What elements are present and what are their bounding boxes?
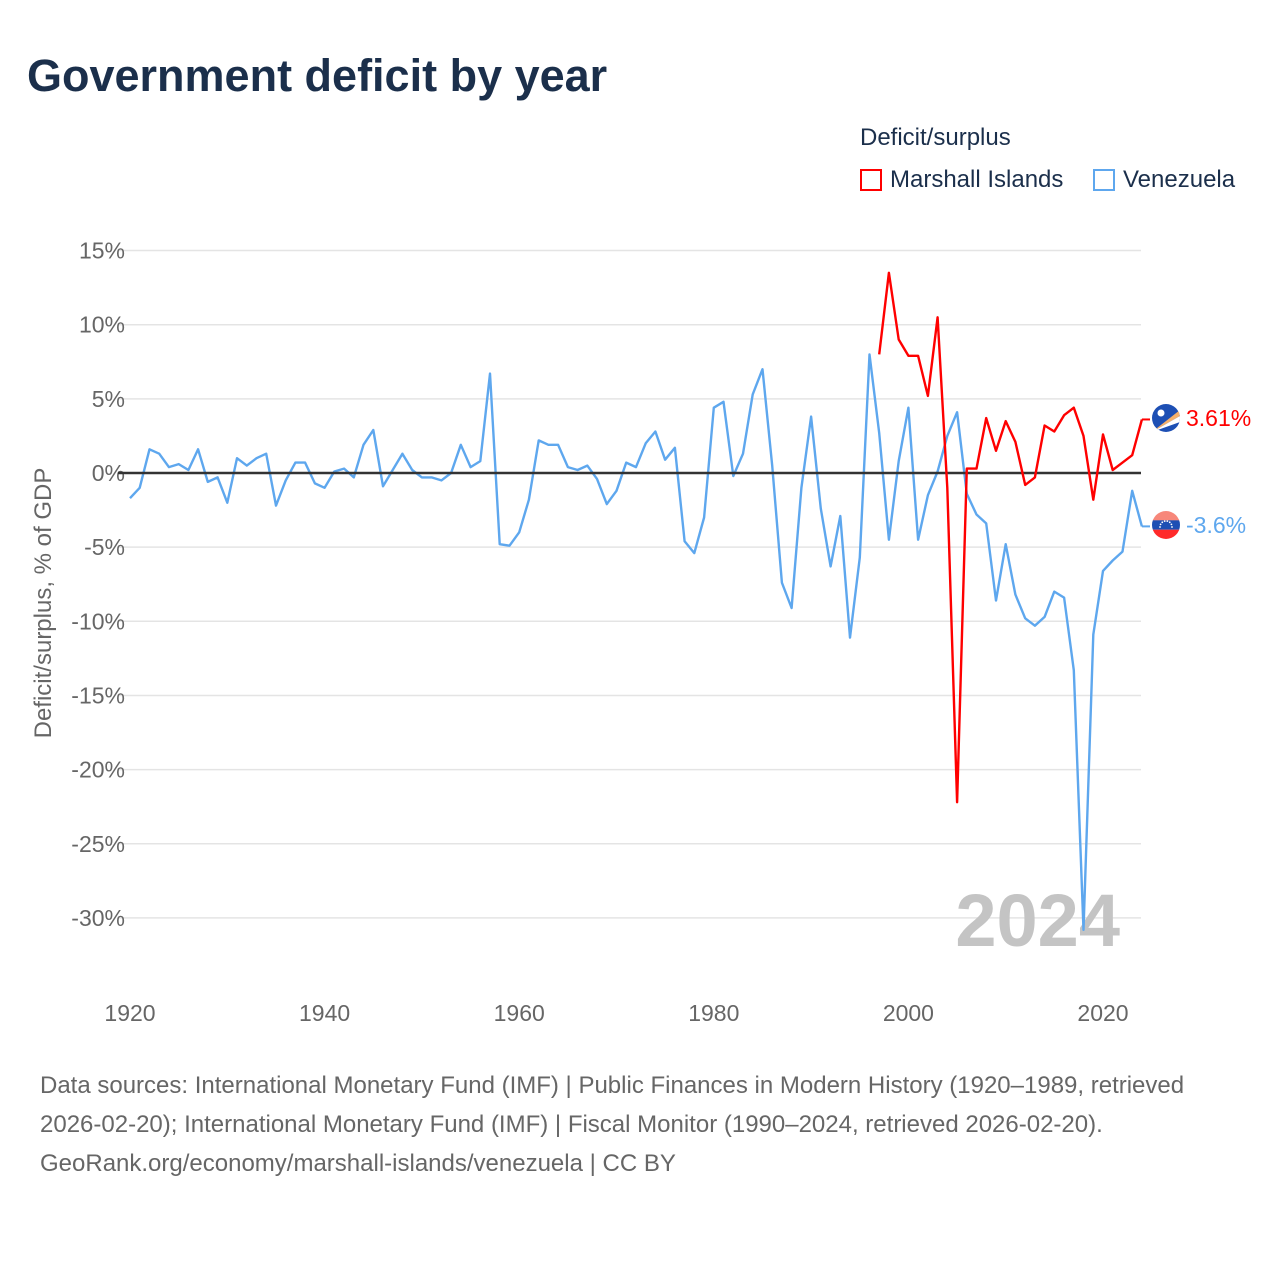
x-tick-label: 1920 xyxy=(104,1000,155,1026)
y-tick-label: -20% xyxy=(71,757,125,783)
legend-label: Venezuela xyxy=(1123,166,1236,193)
credit-link[interactable]: GeoRank.org/economy/marshall-islands/ven… xyxy=(40,1150,676,1177)
x-tick-label: 1940 xyxy=(299,1000,350,1026)
y-tick-label: -25% xyxy=(71,831,125,857)
line-chart: 15%10%5%0%-5%-10%-15%-20%-25%-30%1920 194… xyxy=(30,238,1251,1026)
footer: Data sources: International Monetary Fun… xyxy=(40,1066,1240,1183)
y-tick-label: 15% xyxy=(79,238,125,264)
legend-item-venezuela[interactable]: Venezuela xyxy=(1093,166,1235,194)
end-value-label: 3.61% xyxy=(1186,405,1251,431)
data-sources: Data sources: International Monetary Fun… xyxy=(40,1072,1185,1138)
y-tick-label: 10% xyxy=(79,312,125,338)
year-watermark: 2024 xyxy=(955,879,1120,962)
y-tick-label: -5% xyxy=(84,534,125,560)
legend-swatch-marshall-islands xyxy=(860,169,882,191)
y-tick-label: -10% xyxy=(71,608,125,634)
marshall-islands-flag-icon xyxy=(1152,404,1180,432)
legend-swatch-venezuela xyxy=(1093,169,1115,191)
y-tick-label: -15% xyxy=(71,682,125,708)
legend-label: Marshall Islands xyxy=(890,166,1064,193)
x-tick-label: 2000 xyxy=(883,1000,934,1026)
series-line-venezuela[interactable] xyxy=(129,353,1144,931)
series-line-marshall-islands[interactable] xyxy=(878,271,1144,804)
legend-item-marshall-islands[interactable]: Marshall Islands xyxy=(860,166,1063,194)
end-value-label: -3.6% xyxy=(1186,512,1246,538)
y-tick-label: -30% xyxy=(71,905,125,931)
y-axis-label: Deficit/surplus, % of GDP xyxy=(30,468,57,739)
x-tick-label: 2020 xyxy=(1077,1000,1128,1026)
x-tick-label: 1980 xyxy=(688,1000,739,1026)
chart-title: Government deficit by year xyxy=(27,50,608,101)
y-tick-label: 5% xyxy=(92,386,125,412)
venezuela-flag-icon xyxy=(1152,511,1180,539)
x-tick-label: 1960 xyxy=(494,1000,545,1026)
legend-title: Deficit/surplus xyxy=(860,124,1011,151)
